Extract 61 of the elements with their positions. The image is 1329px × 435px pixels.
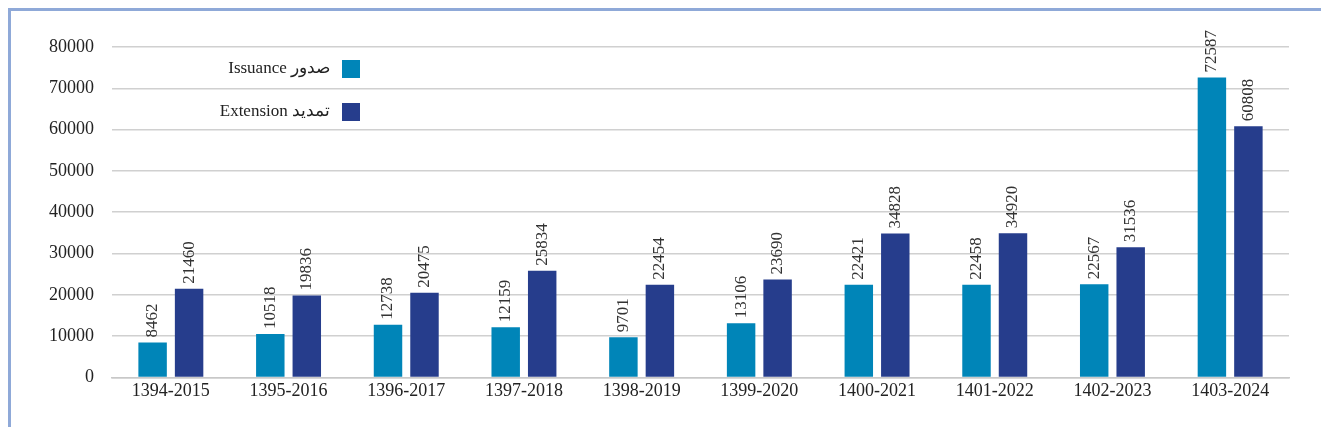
data-label: 23690 [767,232,787,275]
x-tick-label: 1396-2017 [367,379,446,400]
bar [998,233,1028,377]
y-tick-label: 50000 [49,159,94,180]
data-label: 25834 [531,222,551,266]
data-label: 9701 [612,298,632,333]
bar [410,292,439,377]
bar [881,233,910,377]
x-tick-label: 1397-2018 [484,379,563,400]
x-tick-label: 1400-2021 [838,379,917,400]
x-tick-label: 1395-2016 [249,379,328,400]
data-label: 22454 [649,236,669,280]
x-tick-label: 1394-2015 [131,379,210,400]
bar [292,295,322,377]
x-tick-label: 1403-2024 [1191,379,1270,400]
bar [527,270,557,377]
y-tick-label: 10000 [49,324,94,345]
bar [962,284,991,377]
y-tick-label: 70000 [49,77,94,98]
y-tick-label: 60000 [49,118,94,139]
y-tick-label: 20000 [49,283,94,304]
bar [763,279,792,377]
bar [609,337,638,377]
data-label: 19836 [296,247,316,291]
bar [373,324,403,377]
bar [174,288,204,377]
data-label: 34828 [884,186,904,229]
bar [645,284,675,377]
y-tick-label: 80000 [49,35,94,56]
data-label: 21460 [178,241,198,284]
bar [1079,284,1109,377]
data-label: 22567 [1083,236,1103,280]
legend-label: Issuance صدور [228,58,330,79]
x-tick-label: 1401-2022 [955,379,1034,400]
bar [1197,77,1227,377]
bar [726,323,756,377]
data-label: 20475 [413,245,433,288]
bar [491,327,520,377]
x-tick-label: 1399-2020 [720,379,799,400]
y-tick-label: 40000 [49,200,94,221]
y-tick-label: 0 [85,366,94,387]
x-tick-label: 1398-2019 [602,379,681,400]
data-label: 10518 [259,286,279,329]
data-label: 34920 [1002,185,1022,229]
data-label: 22421 [848,237,868,280]
data-label: 22458 [965,237,985,280]
bar [1116,247,1145,377]
bar [1234,126,1263,377]
data-label: 31536 [1120,199,1140,243]
y-tick-label: 30000 [49,242,94,263]
legend-label: Extension تمدید [219,101,330,121]
bar [256,333,285,377]
data-label: 12159 [495,279,515,323]
data-label: 8462 [142,303,162,338]
x-tick-label: 1402-2023 [1073,379,1152,400]
data-label: 13106 [730,275,750,319]
bar [844,284,874,377]
data-label: 72587 [1201,29,1221,73]
data-label: 12738 [377,277,397,320]
bar [138,342,167,377]
data-label: 60808 [1237,78,1257,122]
